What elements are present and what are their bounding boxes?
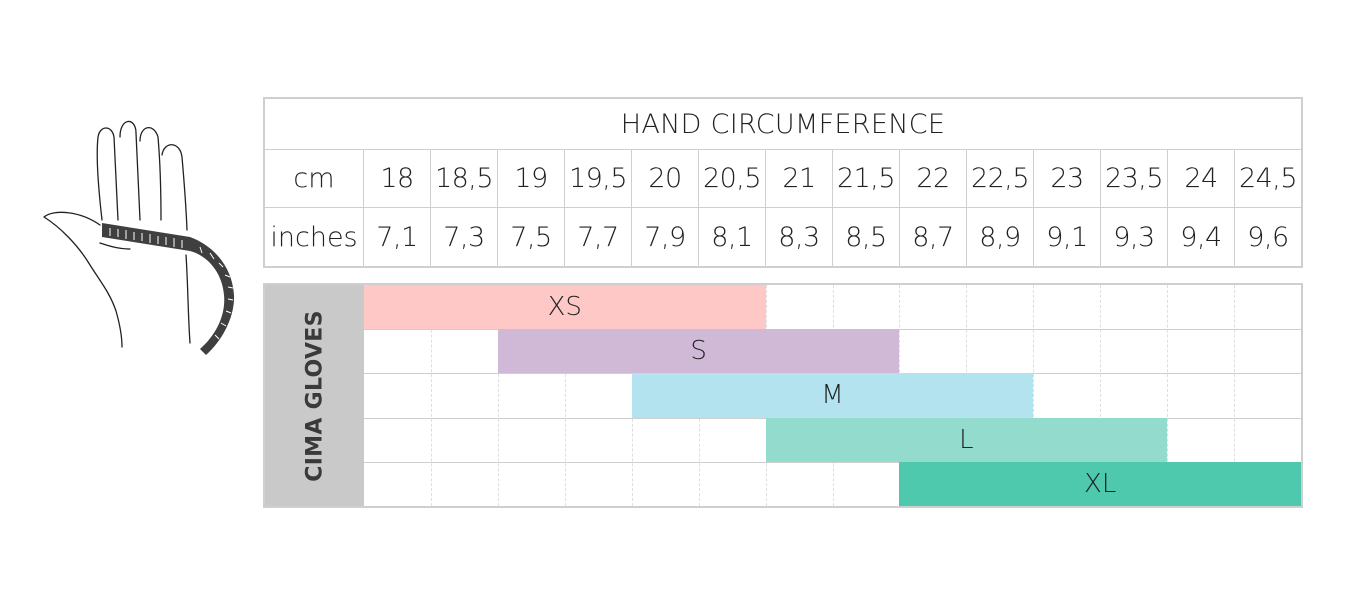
size-bar-xs: XS [364, 285, 766, 330]
column-divider [1167, 285, 1169, 506]
size-label: L [959, 424, 974, 455]
inches-label: inches [265, 208, 364, 266]
inches-cell: 7,5 [498, 208, 565, 266]
cm-cell: 24,5 [1238, 163, 1298, 194]
hand-circumference-table: HAND CIRCUMFERENCE cm 18 18,5 19 19,5 20… [263, 97, 1303, 268]
inches-cell: 7,7 [565, 208, 632, 266]
size-label: XS [547, 292, 582, 323]
cm-cell: 21 [766, 150, 833, 207]
column-divider [1033, 285, 1035, 506]
inches-cell: 8,9 [967, 208, 1034, 266]
cm-cell: 21,5 [833, 150, 900, 207]
cm-cell: 19 [498, 150, 565, 207]
column-divider [1234, 285, 1236, 506]
inches-cell: 7,3 [431, 208, 498, 266]
size-label: M [821, 380, 844, 411]
hand-measuring-tape-icon [43, 120, 235, 355]
size-label: S [690, 336, 707, 367]
cm-cell: 24 [1168, 150, 1235, 207]
cm-cell: 23 [1034, 150, 1101, 207]
cm-cell: 20 [632, 150, 699, 207]
column-divider [564, 285, 566, 506]
inches-cell: 8,3 [766, 208, 833, 266]
table-title: HAND CIRCUMFERENCE [265, 99, 1301, 150]
cm-cell: 18,5 [431, 150, 498, 207]
cm-cell: 22 [900, 150, 967, 207]
cm-row: cm 18 18,5 19 19,5 20 20,5 21 21,5 22 22… [265, 150, 1301, 208]
size-bar-l: L [765, 417, 1168, 462]
size-bar-s: S [497, 329, 900, 374]
inches-cell: 8,5 [833, 208, 900, 266]
inches-cell: 7,1 [364, 208, 431, 266]
column-divider [497, 285, 499, 506]
inches-cell: 9,4 [1168, 208, 1235, 266]
brand-label: CIMA GLOVES [302, 309, 327, 482]
inches-cell: 9,1 [1034, 208, 1101, 266]
cm-cell: 22,5 [967, 150, 1034, 207]
cm-cell: 18 [364, 150, 431, 207]
inches-cell: 9,3 [1101, 208, 1168, 266]
inches-cell: 9,6 [1247, 221, 1289, 253]
column-divider [1100, 285, 1102, 506]
size-bar-m: M [631, 373, 1034, 418]
size-bar-xl: XL [899, 461, 1301, 506]
inches-cell: 8,1 [699, 208, 766, 266]
inches-row: inches 7,1 7,3 7,5 7,7 7,9 8,1 8,3 8,5 8… [265, 208, 1301, 266]
size-grid: XS S M L XL [364, 285, 1301, 506]
cm-cell: 20,5 [699, 150, 766, 207]
brand-column: CIMA GLOVES [265, 285, 364, 506]
cm-label: cm [265, 150, 364, 207]
glove-size-chart: CIMA GLOVES XS S M L XL [263, 283, 1303, 508]
inches-cell: 7,9 [632, 208, 699, 266]
cm-cell: 23,5 [1101, 150, 1168, 207]
column-divider [430, 285, 432, 506]
cm-cell: 19,5 [565, 150, 632, 207]
inches-cell: 8,7 [900, 208, 967, 266]
size-label: XL [1084, 468, 1117, 499]
